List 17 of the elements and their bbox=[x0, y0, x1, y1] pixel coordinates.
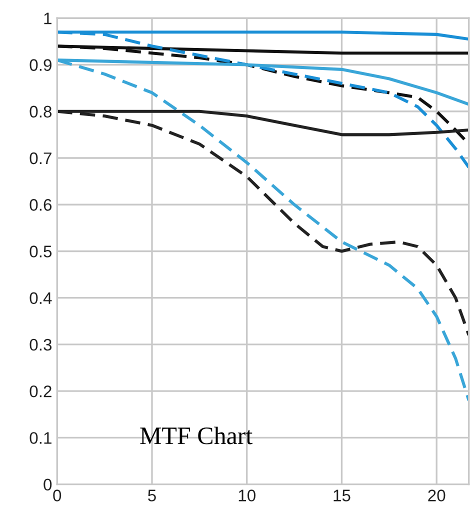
y-tick-label: 1 bbox=[44, 12, 52, 24]
y-tick-label: 0 bbox=[44, 478, 52, 491]
x-tick-label: 15 bbox=[334, 490, 350, 502]
y-tick-label: 0.9 bbox=[30, 59, 52, 71]
y-tick-label: 0.2 bbox=[30, 385, 52, 398]
x-tick-label: 10 bbox=[238, 490, 256, 502]
x-tick-label: 0 bbox=[53, 490, 62, 502]
y-tick-label: 0.7 bbox=[30, 152, 52, 164]
y-tick-label: 0.5 bbox=[30, 246, 52, 258]
y-tick-label: 0.4 bbox=[30, 292, 52, 304]
x-tick-label: 20 bbox=[428, 490, 446, 502]
annotation: MTF Chart bbox=[140, 426, 253, 444]
y-tick-label: 0.8 bbox=[30, 106, 52, 118]
x-tick-label: 5 bbox=[148, 490, 156, 502]
y-tick-label: 0.3 bbox=[30, 338, 52, 351]
y-tick-label: 0.1 bbox=[30, 432, 52, 444]
y-tick-label: 0.6 bbox=[30, 199, 52, 211]
